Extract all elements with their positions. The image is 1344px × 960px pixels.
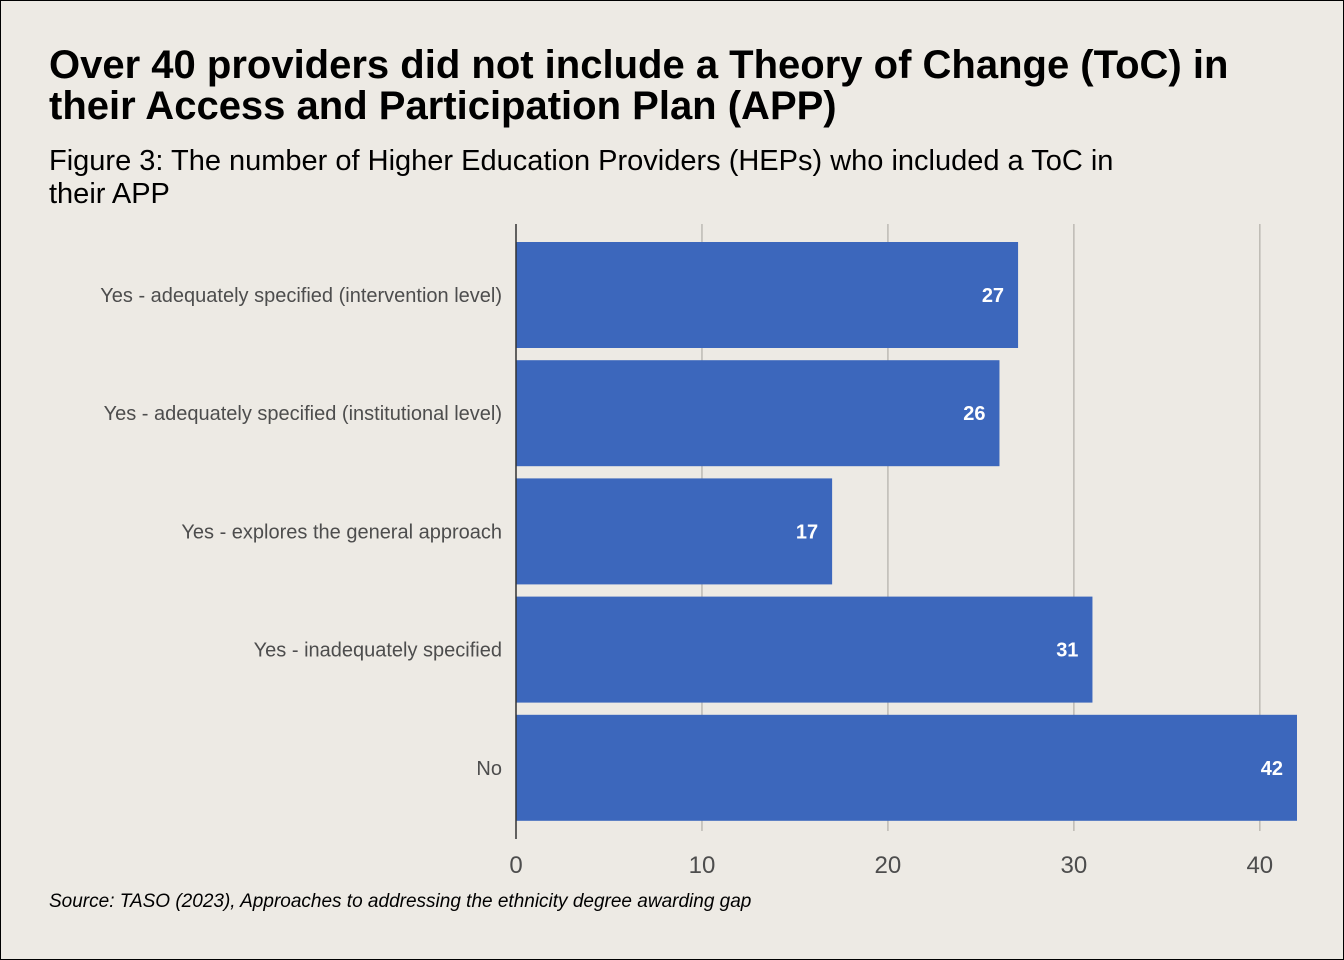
source-note: Source: TASO (2023), Approaches to addre…: [49, 891, 752, 912]
category-labels: Yes - adequately specified (intervention…: [100, 285, 502, 780]
x-tick-label: 0: [509, 852, 522, 879]
bar: [516, 360, 1000, 467]
chart-title: Over 40 providers did not include a Theo…: [49, 43, 1229, 128]
bar-value-label: 17: [796, 521, 818, 543]
chart-subtitle: Figure 3: The number of Higher Education…: [49, 145, 1114, 210]
bar-chart: 27 26 17 31 42 Yes - adequately specified (i…: [100, 224, 1297, 879]
bars: [516, 242, 1297, 821]
bar-value-label: 31: [1056, 640, 1078, 662]
x-tick-label: 40: [1246, 852, 1273, 879]
category-label: Yes - explores the general approach: [181, 521, 502, 543]
bar-value-labels: 27 26 17 31 42: [796, 285, 1283, 780]
x-tick-label: 10: [689, 852, 716, 879]
x-tick-labels: 0 10 20 30 40: [509, 852, 1273, 879]
bar-value-label: 26: [963, 403, 985, 425]
bar-value-label: 42: [1261, 758, 1283, 780]
bar: [516, 242, 1019, 348]
category-label: No: [476, 758, 502, 780]
bar: [516, 714, 1297, 821]
category-label: Yes - inadequately specified: [254, 640, 502, 662]
bar-value-label: 27: [982, 285, 1004, 307]
bar: [516, 478, 833, 585]
category-label: Yes - adequately specified (institutiona…: [104, 403, 502, 425]
x-tick-label: 20: [875, 852, 902, 879]
x-tick-label: 30: [1061, 852, 1088, 879]
bar: [516, 596, 1093, 703]
category-label: Yes - adequately specified (intervention…: [100, 285, 502, 307]
